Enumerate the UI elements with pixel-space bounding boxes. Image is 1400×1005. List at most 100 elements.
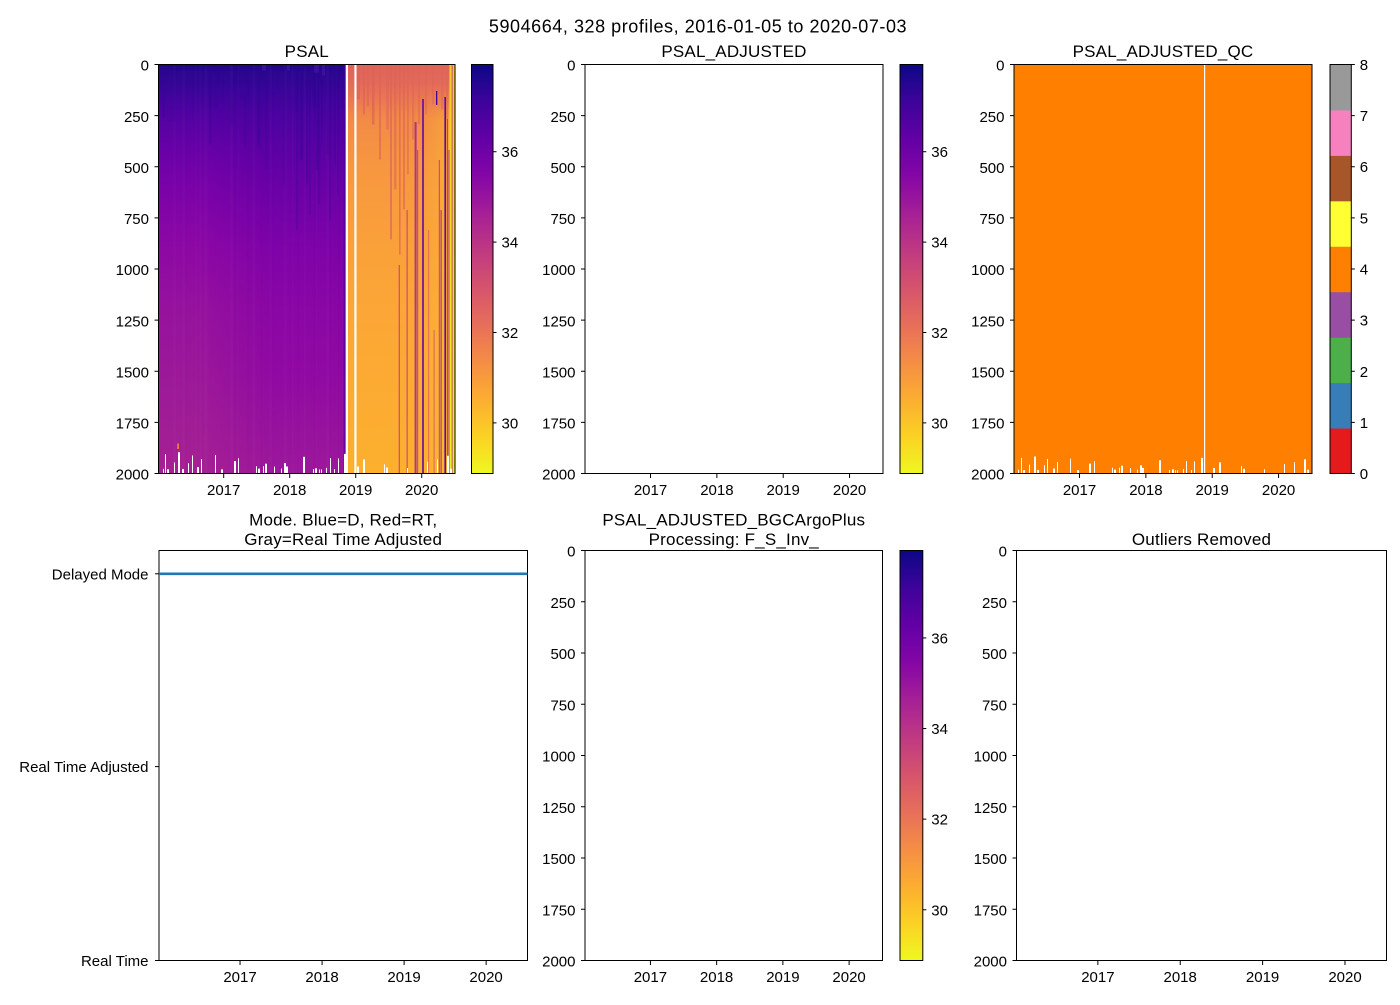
svg-text:250: 250	[124, 109, 149, 126]
svg-text:2000: 2000	[542, 467, 575, 484]
svg-text:2020: 2020	[1262, 482, 1295, 499]
svg-text:2020: 2020	[1328, 969, 1361, 986]
svg-text:1250: 1250	[974, 800, 1007, 817]
svg-text:2020: 2020	[405, 482, 438, 499]
svg-text:32: 32	[931, 325, 948, 342]
svg-text:2017: 2017	[1081, 969, 1114, 986]
svg-text:500: 500	[979, 160, 1004, 177]
svg-text:Real Time: Real Time	[81, 953, 149, 970]
svg-text:0: 0	[567, 544, 575, 561]
svg-text:36: 36	[931, 144, 948, 161]
svg-text:30: 30	[931, 415, 948, 432]
svg-text:2: 2	[1360, 364, 1368, 381]
svg-text:2017: 2017	[634, 482, 667, 499]
svg-text:1750: 1750	[974, 903, 1007, 920]
svg-text:0: 0	[999, 544, 1007, 561]
svg-text:2019: 2019	[339, 482, 372, 499]
svg-text:32: 32	[502, 325, 519, 342]
svg-text:32: 32	[931, 812, 948, 829]
svg-text:PSAL_ADJUSTED_QC: PSAL_ADJUSTED_QC	[1073, 42, 1254, 61]
svg-text:2020: 2020	[469, 969, 502, 986]
svg-text:500: 500	[550, 160, 575, 177]
svg-text:2000: 2000	[971, 467, 1004, 484]
svg-text:2018: 2018	[1164, 969, 1197, 986]
svg-text:1250: 1250	[542, 800, 575, 817]
svg-text:2018: 2018	[305, 969, 338, 986]
svg-text:5904664, 328 profiles, 2016-01: 5904664, 328 profiles, 2016-01-05 to 202…	[489, 17, 907, 37]
svg-text:750: 750	[982, 698, 1007, 715]
svg-text:750: 750	[550, 698, 575, 715]
svg-text:30: 30	[931, 902, 948, 919]
svg-text:5: 5	[1360, 210, 1368, 227]
svg-text:8: 8	[1360, 57, 1368, 74]
svg-text:PSAL: PSAL	[285, 42, 329, 61]
svg-text:2017: 2017	[1063, 482, 1096, 499]
svg-text:1000: 1000	[974, 749, 1007, 766]
svg-text:PSAL_ADJUSTED: PSAL_ADJUSTED	[661, 42, 806, 61]
svg-text:250: 250	[550, 595, 575, 612]
svg-text:1: 1	[1360, 415, 1368, 432]
svg-text:2018: 2018	[700, 482, 733, 499]
svg-text:2019: 2019	[767, 482, 800, 499]
svg-text:1500: 1500	[542, 851, 575, 868]
svg-text:2000: 2000	[974, 954, 1007, 971]
svg-text:750: 750	[124, 211, 149, 228]
svg-text:250: 250	[982, 595, 1007, 612]
svg-text:750: 750	[550, 211, 575, 228]
svg-text:2019: 2019	[1246, 969, 1279, 986]
svg-text:1500: 1500	[971, 364, 1004, 381]
svg-text:1750: 1750	[116, 416, 149, 433]
svg-text:34: 34	[502, 235, 519, 252]
svg-text:1000: 1000	[971, 262, 1004, 279]
svg-text:Outliers Removed: Outliers Removed	[1132, 530, 1271, 549]
svg-text:2020: 2020	[832, 969, 865, 986]
svg-text:34: 34	[931, 721, 948, 738]
svg-text:Processing: F_S_Inv_: Processing: F_S_Inv_	[649, 530, 820, 549]
svg-text:2017: 2017	[223, 969, 256, 986]
svg-text:2018: 2018	[700, 969, 733, 986]
svg-text:2018: 2018	[1129, 482, 1162, 499]
svg-text:0: 0	[567, 58, 575, 75]
svg-text:Delayed Mode: Delayed Mode	[52, 566, 149, 583]
svg-text:1250: 1250	[971, 313, 1004, 330]
svg-text:250: 250	[550, 109, 575, 126]
svg-text:36: 36	[931, 630, 948, 647]
svg-text:36: 36	[502, 144, 519, 161]
svg-text:2019: 2019	[387, 969, 420, 986]
svg-text:PSAL_ADJUSTED_BGCArgoPlus: PSAL_ADJUSTED_BGCArgoPlus	[602, 510, 865, 529]
svg-text:1500: 1500	[116, 364, 149, 381]
svg-text:1250: 1250	[542, 313, 575, 330]
svg-text:2018: 2018	[273, 482, 306, 499]
svg-text:2000: 2000	[116, 467, 149, 484]
svg-text:0: 0	[996, 58, 1004, 75]
svg-text:2000: 2000	[542, 954, 575, 971]
svg-text:500: 500	[124, 160, 149, 177]
svg-text:2019: 2019	[766, 969, 799, 986]
svg-text:1750: 1750	[542, 903, 575, 920]
svg-text:1000: 1000	[542, 262, 575, 279]
svg-text:500: 500	[982, 646, 1007, 663]
svg-text:3: 3	[1360, 313, 1368, 330]
svg-text:4: 4	[1360, 262, 1368, 279]
svg-text:1000: 1000	[116, 262, 149, 279]
svg-text:30: 30	[502, 415, 519, 432]
svg-text:1500: 1500	[542, 364, 575, 381]
svg-text:2020: 2020	[833, 482, 866, 499]
svg-text:750: 750	[979, 211, 1004, 228]
svg-text:6: 6	[1360, 159, 1368, 176]
svg-text:2019: 2019	[1196, 482, 1229, 499]
svg-text:2017: 2017	[207, 482, 240, 499]
svg-text:500: 500	[550, 646, 575, 663]
svg-text:250: 250	[979, 109, 1004, 126]
svg-text:0: 0	[141, 58, 149, 75]
svg-text:1750: 1750	[971, 416, 1004, 433]
svg-text:2017: 2017	[634, 969, 667, 986]
svg-text:7: 7	[1360, 108, 1368, 125]
svg-text:Real Time Adjusted: Real Time Adjusted	[19, 759, 148, 776]
svg-text:1000: 1000	[542, 749, 575, 766]
svg-text:Mode. Blue=D, Red=RT,: Mode. Blue=D, Red=RT,	[249, 510, 437, 529]
svg-text:0: 0	[1360, 466, 1368, 483]
svg-text:34: 34	[931, 235, 948, 252]
svg-text:1250: 1250	[116, 313, 149, 330]
svg-text:1500: 1500	[974, 851, 1007, 868]
